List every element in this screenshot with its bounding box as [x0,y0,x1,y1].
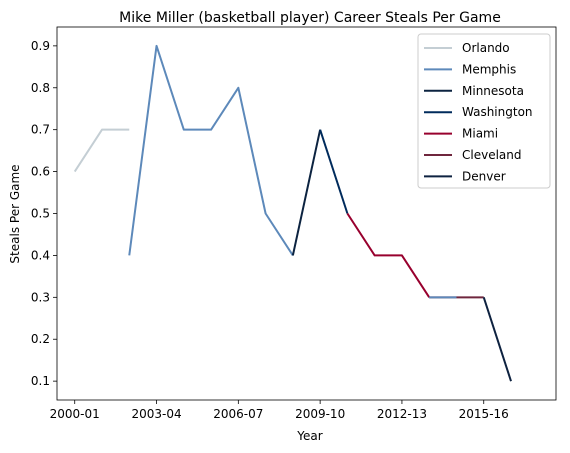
legend-label-miami: Miami [462,127,498,141]
y-tick-label: 0.4 [31,248,50,262]
series-line-denver [482,297,512,382]
legend-box [417,33,551,189]
x-tick-label: 2003-04 [131,407,181,421]
x-tick-label: 2006-07 [213,407,263,421]
legend-label-washington: Washington [462,105,533,119]
x-tick-label: 2015-16 [459,407,509,421]
legend: Orlando Memphis Minnesota Washington Miami Cl… [417,33,551,189]
y-axis-label: Steals Per Game [8,164,22,263]
y-axis: 0.1 0.2 0.3 0.4 0.5 0.6 0.7 0.8 0.9 [31,39,57,388]
y-tick-label: 0.1 [31,374,50,388]
legend-label-denver: Denver [462,169,506,183]
series-line-miami [346,212,431,298]
y-tick-label: 0.9 [31,39,50,53]
chart-title: Mike Miller (basketball player) Career S… [119,10,501,26]
legend-label-cleveland: Cleveland [462,148,522,162]
x-tick-label: 2009-10 [295,407,345,421]
x-axis-label: Year [296,429,322,443]
y-tick-label: 0.7 [31,123,50,137]
plot-lines [73,44,512,382]
legend-label-orlando: Orlando [462,41,510,55]
y-tick-label: 0.3 [31,290,50,304]
x-tick-label: 2000-01 [50,407,100,421]
x-tick-label: 2012-13 [377,407,427,421]
series-line-memphis [128,44,294,256]
x-axis: 2000-01 2003-04 2006-07 2009-10 2012-13 2015-… [50,400,509,421]
y-tick-label: 0.2 [31,332,50,346]
series-line-minnesota [291,129,322,256]
y-tick-label: 0.6 [31,165,50,179]
y-tick-label: 0.5 [31,207,50,221]
legend-label-minnesota: Minnesota [462,84,524,98]
legend-label-memphis: Memphis [462,62,516,76]
y-tick-label: 0.8 [31,81,50,95]
series-line-orlando [73,128,130,173]
series-line-washington [319,129,349,214]
